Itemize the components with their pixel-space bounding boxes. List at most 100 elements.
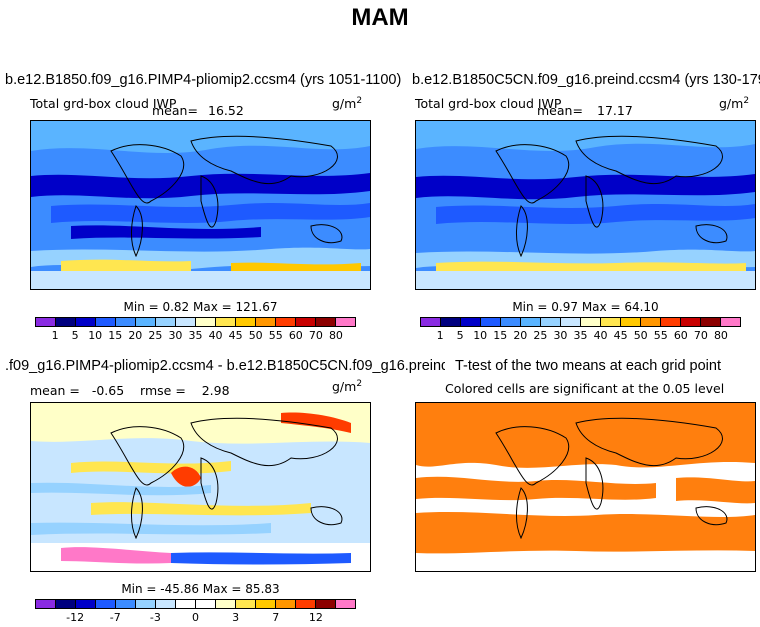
colorbar-label: -3 (149, 611, 161, 624)
colorbar-swatch (196, 600, 216, 608)
colorbar-swatch (561, 318, 581, 326)
colorbar-swatch (541, 318, 561, 326)
colorbar-swatch (96, 318, 116, 326)
colorbar-swatch (116, 600, 136, 608)
panel4-subtitle: Colored cells are significant at the 0.0… (445, 381, 725, 396)
panel2-variable: Total grd-box cloud IWP (415, 96, 562, 111)
colorbar-label: 1 (51, 329, 59, 342)
colorbar-label: -7 (109, 611, 121, 624)
colorbar-swatch (96, 600, 116, 608)
colorbar-label: 15 (108, 329, 123, 342)
panel1-colorbar (35, 317, 356, 327)
colorbar-label: 80 (713, 329, 728, 342)
panel2-colorbar (420, 317, 741, 327)
colorbar-swatch (276, 600, 296, 608)
colorbar-swatch (601, 318, 621, 326)
panel1-variable: Total grd-box cloud IWP (30, 96, 177, 111)
panel1-mean-label: mean= (152, 103, 198, 118)
colorbar-swatch (296, 318, 316, 326)
panel3-minmax: Min = -45.86 Max = 85.83 (121, 582, 280, 596)
colorbar-swatch (336, 318, 355, 326)
colorbar-swatch (661, 318, 681, 326)
colorbar-label: 35 (188, 329, 203, 342)
panel2-minmax: Min = 0.97 Max = 64.10 (512, 300, 659, 314)
panel1-map (30, 120, 371, 290)
colorbar-swatch (641, 318, 661, 326)
colorbar-swatch (621, 318, 641, 326)
colorbar-swatch (56, 600, 76, 608)
colorbar-swatch (36, 318, 56, 326)
colorbar-swatch (316, 318, 336, 326)
panel2-map (415, 120, 756, 290)
colorbar-swatch (136, 318, 156, 326)
colorbar-label: 50 (248, 329, 263, 342)
panel2-colorbar-labels: 1 5 10 15 20 25 30 35 40 45 50 55 60 70 80 (420, 329, 741, 343)
panel1-case-title: b.e12.B1850.f09_g16.PIMP4-pliomip2.ccsm4… (5, 72, 402, 88)
colorbar-swatch (156, 600, 176, 608)
colorbar-swatch (501, 318, 521, 326)
colorbar-label: 10 (88, 329, 103, 342)
colorbar-label: 25 (533, 329, 548, 342)
colorbar-swatch (76, 600, 96, 608)
panel3-stats: mean = -0.65 rmse = 2.98 (30, 383, 230, 398)
colorbar-label: -12 (66, 611, 85, 624)
colorbar-swatch (76, 318, 96, 326)
colorbar-swatch (701, 318, 721, 326)
colorbar-label: 25 (148, 329, 163, 342)
colorbar-label: 12 (308, 611, 323, 624)
colorbar-label: 50 (633, 329, 648, 342)
colorbar-swatch (336, 600, 355, 608)
colorbar-swatch (441, 318, 461, 326)
colorbar-label: 70 (693, 329, 708, 342)
colorbar-label: 60 (673, 329, 688, 342)
panel1-units: g/m2 (332, 96, 363, 112)
colorbar-swatch (136, 600, 156, 608)
colorbar-label: 45 (228, 329, 243, 342)
colorbar-swatch (176, 600, 196, 608)
colorbar-label: 40 (593, 329, 608, 342)
colorbar-swatch (581, 318, 601, 326)
colorbar-swatch (256, 600, 276, 608)
panel4-title: T-test of the two means at each grid poi… (455, 358, 721, 374)
colorbar-swatch (721, 318, 740, 326)
colorbar-label: 20 (128, 329, 143, 342)
colorbar-label: 7 (272, 611, 280, 624)
colorbar-swatch (116, 318, 136, 326)
colorbar-swatch (176, 318, 196, 326)
panel3-units: g/m2 (332, 379, 363, 395)
colorbar-label: 30 (168, 329, 183, 342)
colorbar-label: 60 (288, 329, 303, 342)
panel3-colorbar (35, 599, 356, 609)
colorbar-swatch (521, 318, 541, 326)
colorbar-label: 5 (456, 329, 464, 342)
colorbar-label: 40 (208, 329, 223, 342)
colorbar-swatch (421, 318, 441, 326)
colorbar-swatch (461, 318, 481, 326)
panel3-map (30, 402, 371, 572)
colorbar-swatch (196, 318, 216, 326)
colorbar-swatch (236, 600, 256, 608)
colorbar-swatch (316, 600, 336, 608)
colorbar-label: 55 (653, 329, 668, 342)
colorbar-label: 55 (268, 329, 283, 342)
panel3-colorbar-labels: -12 -7 -3 0 3 7 12 (35, 611, 356, 625)
colorbar-swatch (681, 318, 701, 326)
panel1-minmax: Min = 0.82 Max = 121.67 (123, 300, 278, 314)
colorbar-label: 30 (553, 329, 568, 342)
colorbar-label: 35 (573, 329, 588, 342)
colorbar-swatch (276, 318, 296, 326)
colorbar-label: 15 (493, 329, 508, 342)
colorbar-label: 3 (232, 611, 240, 624)
colorbar-swatch (216, 318, 236, 326)
colorbar-label: 0 (192, 611, 199, 624)
colorbar-swatch (481, 318, 501, 326)
colorbar-label: 5 (71, 329, 79, 342)
panel2-case-title: b.e12.B1850C5CN.f09_g16.preind.ccsm4 (yr… (412, 72, 760, 88)
colorbar-swatch (156, 318, 176, 326)
colorbar-label: 20 (513, 329, 528, 342)
figure-title: MAM (351, 4, 409, 31)
colorbar-swatch (256, 318, 276, 326)
colorbar-swatch (296, 600, 316, 608)
panel1-colorbar-labels: 1 5 10 15 20 25 30 35 40 45 50 55 60 70 80 (35, 329, 356, 343)
panel2-mean-label: mean= (537, 103, 583, 118)
